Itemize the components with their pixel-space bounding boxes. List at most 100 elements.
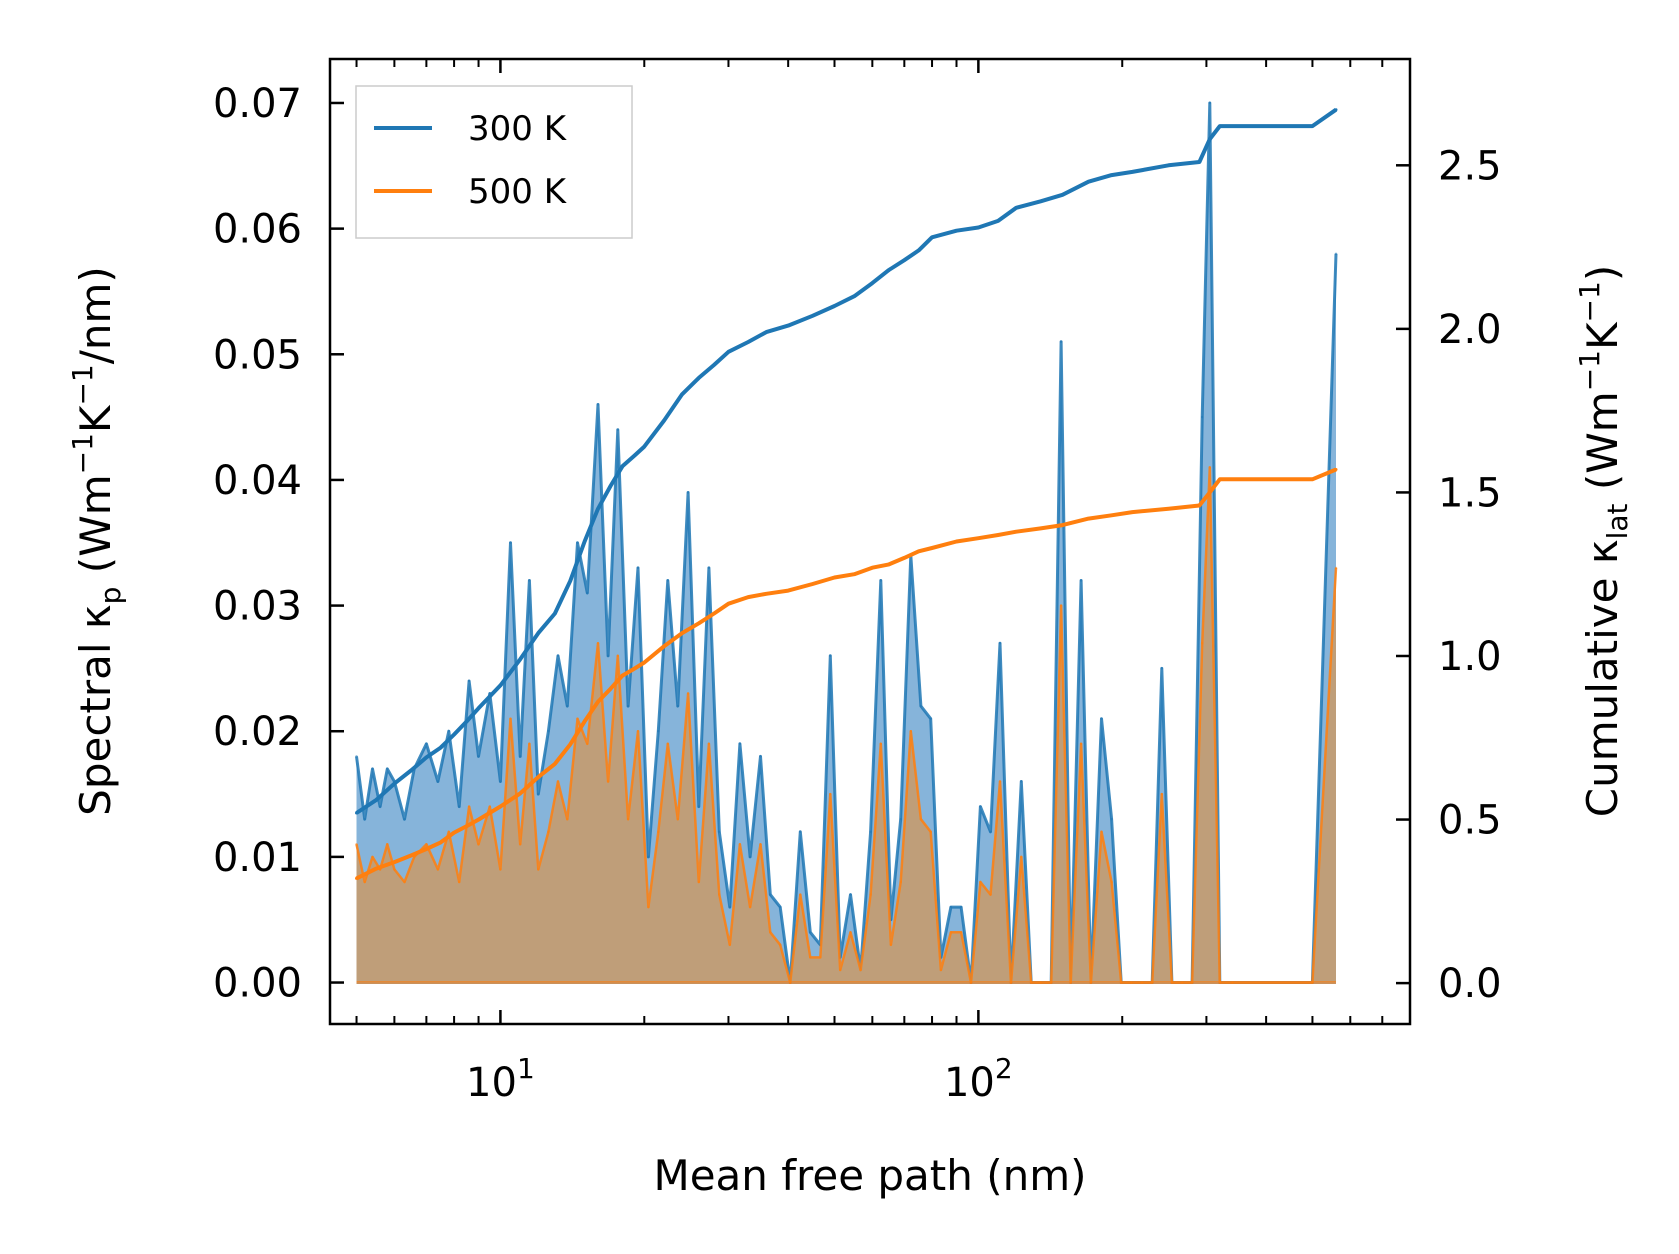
cumulative-point-500k xyxy=(1197,504,1201,507)
spectral-point-500k xyxy=(979,880,982,884)
cumulative-point-300k xyxy=(833,304,836,308)
spectral-point-500k xyxy=(537,868,540,871)
spectral-point-500k xyxy=(596,642,600,645)
cumulative-point-300k xyxy=(1310,124,1314,128)
spectral-point-500k xyxy=(556,780,560,783)
y-left-tick-label: 0.07 xyxy=(213,81,302,127)
cumulative-point-500k xyxy=(424,847,428,851)
spectral-point-300k xyxy=(989,830,992,833)
cumulative-point-300k xyxy=(355,811,358,815)
spectral-point-500k xyxy=(769,931,772,934)
cumulative-point-500k xyxy=(833,576,836,579)
spectral-point-500k xyxy=(728,943,731,946)
cumulative-point-300k xyxy=(697,376,701,380)
spectral-point-500k xyxy=(1089,981,1093,984)
cumulative-point-300k xyxy=(498,683,502,687)
spectral-point-300k xyxy=(566,704,569,708)
spectral-point-300k xyxy=(403,818,406,821)
spectral-point-500k xyxy=(1160,792,1164,796)
cumulative-point-500k xyxy=(620,674,624,678)
y-left-tick-label: 0.01 xyxy=(213,835,302,881)
y-right-tick-label: 0.5 xyxy=(1438,798,1502,844)
cumulative-point-300k xyxy=(536,631,540,635)
spectral-area-500k xyxy=(356,467,1336,983)
spectral-point-300k xyxy=(809,931,812,934)
spectral-point-500k xyxy=(566,818,569,821)
y-right-tick-label: 2.5 xyxy=(1438,143,1502,189)
cumulative-point-500k xyxy=(452,831,456,835)
spectral-point-500k xyxy=(1231,981,1234,984)
cumulative-point-300k xyxy=(811,314,815,318)
spectral-point-500k xyxy=(1030,981,1033,984)
cumulative-point-500k xyxy=(902,556,906,560)
spectral-point-500k xyxy=(1311,981,1314,984)
spectral-point-500k xyxy=(1190,981,1194,984)
spectral-point-500k xyxy=(616,654,619,657)
y-left-tick-label: 0.03 xyxy=(213,584,302,630)
spectral-point-500k xyxy=(1130,981,1133,984)
cumulative-point-500k xyxy=(1167,507,1171,511)
spectral-point-500k xyxy=(889,943,893,946)
cumulative-point-500k xyxy=(996,533,1000,537)
spectral-point-500k xyxy=(576,717,579,720)
axis-ticks xyxy=(330,59,1411,1024)
cumulative-point-500k xyxy=(976,536,980,540)
spectral-point-300k xyxy=(799,830,802,833)
cumulative-point-500k xyxy=(568,742,572,746)
cumulative-point-300k xyxy=(870,281,874,285)
spectral-point-300k xyxy=(657,730,660,733)
cumulative-point-500k xyxy=(662,644,666,648)
x-tick-label: 102 xyxy=(944,1052,1013,1106)
spectral-point-500k xyxy=(1334,566,1338,570)
cumulative-point-300k xyxy=(439,746,443,750)
spectral-point-500k xyxy=(909,730,912,733)
spectral-point-300k xyxy=(647,855,650,859)
spectral-point-500k xyxy=(998,780,1002,783)
cumulative-point-500k xyxy=(1014,530,1018,534)
spectral-point-300k xyxy=(528,579,531,582)
cumulative-point-300k xyxy=(996,219,1000,223)
spectral-point-500k xyxy=(499,868,502,871)
spectral-point-500k xyxy=(1170,981,1174,984)
spectral-point-500k xyxy=(809,956,812,959)
legend-box xyxy=(355,85,633,239)
cumulative-point-300k xyxy=(609,484,613,488)
spectral-point-300k xyxy=(1208,101,1212,105)
cumulative-point-300k xyxy=(465,719,469,723)
spectral-point-500k xyxy=(528,742,531,745)
cumulative-point-300k xyxy=(662,419,666,422)
spectral-point-300k xyxy=(738,742,742,745)
y-right-tick-label: 1.5 xyxy=(1438,470,1502,516)
spectral-point-500k xyxy=(636,730,640,733)
spectral-point-500k xyxy=(939,968,943,972)
cumulative-point-300k xyxy=(1110,173,1114,177)
cumulative-point-300k xyxy=(1130,170,1134,174)
cumulative-point-300k xyxy=(1208,137,1212,141)
spectral-point-500k xyxy=(819,956,822,959)
cumulative-point-300k xyxy=(786,324,790,328)
x-tick-label: 101 xyxy=(466,1052,535,1106)
spectral-point-500k xyxy=(666,742,669,745)
spectral-point-300k xyxy=(849,893,852,896)
spectral-point-500k xyxy=(849,931,852,934)
cumulative-point-500k xyxy=(596,700,600,704)
cumulative-point-300k xyxy=(680,392,684,396)
spectral-point-500k xyxy=(707,742,711,745)
spectral-point-500k xyxy=(869,893,872,896)
cumulative-point-300k xyxy=(409,769,413,772)
cumulative-point-500k xyxy=(1334,468,1338,471)
spectral-point-500k xyxy=(697,880,700,884)
cumulative-point-300k xyxy=(1197,160,1201,164)
cumulative-point-500k xyxy=(680,631,684,635)
spectral-series-layer xyxy=(355,101,1338,985)
cumulative-point-500k xyxy=(930,546,934,550)
cumulative-point-300k xyxy=(1014,206,1018,210)
cumulative-point-300k xyxy=(553,612,557,615)
spectral-point-500k xyxy=(447,830,450,833)
cumulative-point-300k xyxy=(955,229,958,233)
spectral-point-300k xyxy=(666,579,669,582)
y-left-tick-label: 0.02 xyxy=(213,709,302,755)
spectral-point-500k xyxy=(738,843,742,846)
spectral-point-300k xyxy=(1334,252,1338,255)
